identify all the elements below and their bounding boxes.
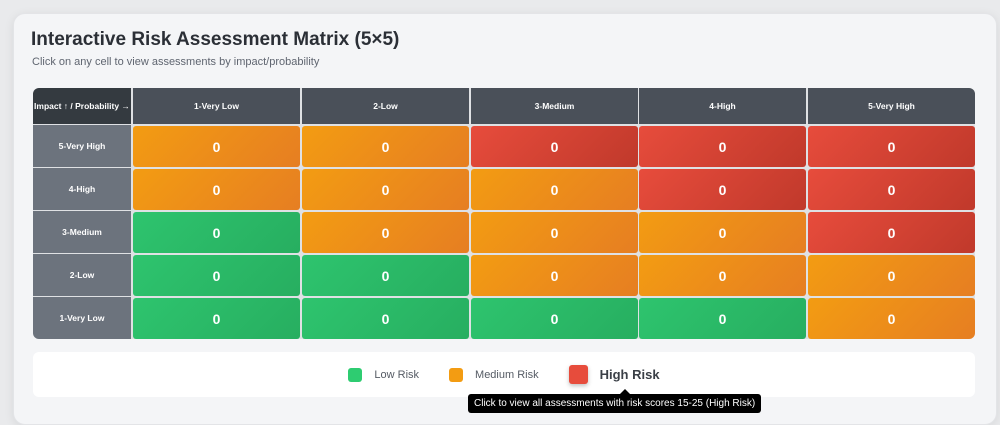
matrix-cell-medium-risk[interactable]: 0 — [808, 255, 975, 296]
column-header-probability: 4-High — [639, 88, 806, 124]
risk-matrix: Impact ↑ / Probability → 1-Very Low 2-Low… — [33, 88, 975, 339]
tooltip: Click to view all assessments with risk … — [468, 389, 762, 413]
page-title: Interactive Risk Assessment Matrix (5×5) — [31, 29, 400, 50]
legend-swatch — [449, 367, 464, 382]
matrix-cell-high-risk[interactable]: 0 — [639, 126, 806, 167]
matrix-cell-medium-risk[interactable]: 0 — [302, 169, 469, 210]
legend-swatch — [568, 365, 588, 384]
matrix-cell-high-risk[interactable]: 0 — [471, 126, 638, 167]
legend-label: Low Risk — [374, 368, 420, 381]
column-header-probability: 3-Medium — [471, 88, 638, 124]
row-header-impact: 1-Very Low — [33, 297, 131, 339]
matrix-cell-medium-risk[interactable]: 0 — [639, 212, 806, 253]
matrix-cell-medium-risk[interactable]: 0 — [471, 169, 638, 210]
matrix-cell-low-risk[interactable]: 0 — [133, 255, 300, 296]
legend-label: High Risk — [599, 367, 660, 382]
matrix-cell-high-risk[interactable]: 0 — [808, 169, 975, 210]
row-header-impact: 3-Medium — [33, 211, 131, 253]
matrix-cell-medium-risk[interactable]: 0 — [133, 126, 300, 167]
column-header-probability: 1-Very Low — [133, 88, 300, 124]
matrix-cell-high-risk[interactable]: 0 — [808, 212, 975, 253]
matrix-cell-low-risk[interactable]: 0 — [471, 298, 638, 339]
matrix-cell-medium-risk[interactable]: 0 — [808, 298, 975, 339]
matrix-cell-high-risk[interactable]: 0 — [808, 126, 975, 167]
column-header-probability: 5-Very High — [808, 88, 975, 124]
matrix-cell-medium-risk[interactable]: 0 — [133, 169, 300, 210]
risk-legend: Low Risk Medium Risk High Risk — [33, 352, 975, 397]
row-header-impact: 4-High — [33, 168, 131, 210]
matrix-cell-low-risk[interactable]: 0 — [133, 298, 300, 339]
row-header-impact: 2-Low — [33, 254, 131, 296]
matrix-cell-medium-risk[interactable]: 0 — [471, 212, 638, 253]
matrix-corner-header: Impact ↑ / Probability → — [33, 88, 131, 124]
matrix-cell-medium-risk[interactable]: 0 — [471, 255, 638, 296]
matrix-cell-low-risk[interactable]: 0 — [639, 298, 806, 339]
matrix-cell-medium-risk[interactable]: 0 — [302, 212, 469, 253]
matrix-cell-high-risk[interactable]: 0 — [639, 169, 806, 210]
legend-label: Medium Risk — [475, 368, 539, 381]
legend-item-medium-risk[interactable]: Medium Risk — [449, 367, 539, 382]
row-header-impact: 5-Very High — [33, 125, 131, 167]
matrix-cell-low-risk[interactable]: 0 — [302, 298, 469, 339]
legend-item-low-risk[interactable]: Low Risk — [348, 367, 420, 382]
page-subtitle: Click on any cell to view assessments by… — [32, 56, 320, 68]
matrix-cell-medium-risk[interactable]: 0 — [639, 255, 806, 296]
legend-item-high-risk[interactable]: High Risk — [568, 365, 660, 384]
matrix-cell-low-risk[interactable]: 0 — [302, 255, 469, 296]
legend-swatch — [348, 367, 363, 382]
column-header-probability: 2-Low — [302, 88, 469, 124]
matrix-cell-medium-risk[interactable]: 0 — [302, 126, 469, 167]
matrix-cell-low-risk[interactable]: 0 — [133, 212, 300, 253]
